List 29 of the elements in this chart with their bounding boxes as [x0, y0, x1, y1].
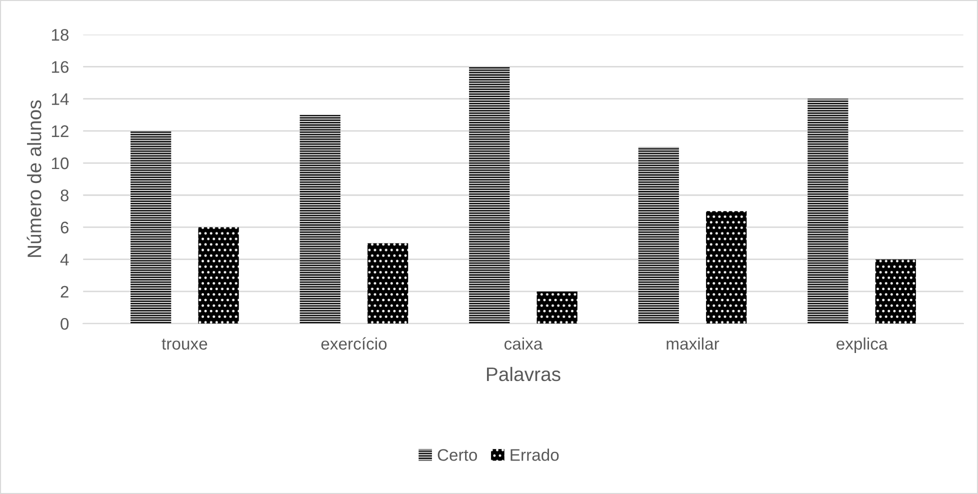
x-tick-label: maxilar [666, 337, 720, 350]
bar [875, 259, 916, 324]
y-tick-label: 6 [60, 222, 69, 234]
bar [300, 114, 340, 324]
y-tick-label: 2 [60, 286, 68, 298]
x-tick-label: exercício [321, 337, 387, 350]
y-tick-label: 0 [60, 318, 69, 330]
bar [130, 130, 172, 324]
bar [368, 243, 408, 324]
y-tick-label: 10 [52, 157, 69, 170]
y-tick-label: 8 [60, 190, 69, 202]
legend-label: Certo [438, 449, 478, 461]
x-axis-title: Palavras [487, 366, 560, 382]
y-tick-label: 4 [60, 254, 69, 266]
legend-label: Errado [510, 448, 559, 461]
y-tick-label: 12 [52, 125, 68, 137]
bar [706, 211, 747, 324]
bar [198, 227, 239, 324]
y-tick-label: 16 [52, 61, 69, 73]
y-tick-label: 18 [52, 28, 69, 41]
bar [536, 291, 578, 324]
x-tick-label: explica [836, 337, 888, 353]
bar [638, 146, 679, 324]
bar [469, 66, 510, 324]
y-axis-title: Número de alunos [26, 100, 42, 257]
y-tick-label: 14 [52, 93, 69, 105]
x-tick-label: caixa [504, 337, 543, 350]
bar [808, 98, 848, 324]
x-tick-label: trouxe [162, 338, 208, 350]
